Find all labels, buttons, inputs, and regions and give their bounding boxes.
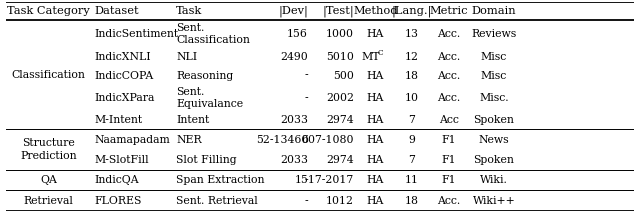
Text: QA: QA — [40, 175, 57, 185]
Text: 5010: 5010 — [326, 52, 354, 62]
Text: Spoken: Spoken — [474, 155, 515, 165]
Text: Domain: Domain — [472, 6, 516, 16]
Text: 607-1080: 607-1080 — [301, 135, 354, 145]
Text: Task: Task — [177, 6, 203, 16]
Text: 1012: 1012 — [326, 196, 354, 206]
Text: Spoken: Spoken — [474, 115, 515, 125]
Text: -: - — [305, 71, 308, 81]
Text: M-SlotFill: M-SlotFill — [95, 155, 150, 165]
Text: Acc.: Acc. — [437, 52, 460, 62]
Text: NER: NER — [177, 135, 202, 145]
Text: 11: 11 — [404, 175, 419, 185]
Text: Wiki.: Wiki. — [480, 175, 508, 185]
Text: -: - — [305, 175, 308, 185]
Text: Intent: Intent — [177, 115, 210, 125]
Text: HA: HA — [367, 29, 384, 39]
Text: 7: 7 — [408, 155, 415, 165]
Text: Naamapadam: Naamapadam — [95, 135, 171, 145]
Text: Dataset: Dataset — [95, 6, 140, 16]
Text: Span Extraction: Span Extraction — [177, 175, 265, 185]
Text: Sent.
Equivalance: Sent. Equivalance — [177, 86, 243, 109]
Text: 156: 156 — [287, 29, 308, 39]
Text: Misc: Misc — [481, 71, 507, 81]
Text: Wiki++: Wiki++ — [473, 196, 515, 206]
Text: 10: 10 — [404, 93, 419, 103]
Text: 2002: 2002 — [326, 93, 354, 103]
Text: Reviews: Reviews — [472, 29, 516, 39]
Text: 2974: 2974 — [326, 115, 354, 125]
Text: 18: 18 — [404, 196, 419, 206]
Text: HA: HA — [367, 93, 384, 103]
Text: MT: MT — [361, 52, 380, 62]
Text: Classification: Classification — [12, 70, 86, 80]
Text: |Test|: |Test| — [322, 6, 354, 17]
Text: 2974: 2974 — [326, 155, 354, 165]
Text: FLORES: FLORES — [95, 196, 142, 206]
Text: Task Category: Task Category — [8, 6, 90, 16]
Text: Acc.: Acc. — [437, 196, 460, 206]
Text: 9: 9 — [408, 135, 415, 145]
Text: Slot Filling: Slot Filling — [177, 155, 237, 165]
Text: -: - — [305, 196, 308, 206]
Text: HA: HA — [367, 196, 384, 206]
Text: HA: HA — [367, 155, 384, 165]
Text: -: - — [305, 93, 308, 103]
Text: Acc.: Acc. — [437, 29, 460, 39]
Text: HA: HA — [367, 175, 384, 185]
Text: Structure
Prediction: Structure Prediction — [20, 138, 77, 161]
Text: Sent.
Classification: Sent. Classification — [177, 23, 250, 45]
Text: Misc.: Misc. — [479, 93, 509, 103]
Text: IndicQA: IndicQA — [95, 175, 140, 185]
Text: 52-13460: 52-13460 — [256, 135, 308, 145]
Text: |Lang.|: |Lang.| — [391, 6, 432, 17]
Text: IndicXNLI: IndicXNLI — [95, 52, 152, 62]
Text: Method: Method — [353, 6, 397, 16]
Text: Metric: Metric — [429, 6, 468, 16]
Text: IndicSentiment: IndicSentiment — [95, 29, 179, 39]
Text: F1: F1 — [441, 175, 456, 185]
Text: F1: F1 — [441, 155, 456, 165]
Text: 2033: 2033 — [280, 115, 308, 125]
Text: Retrieval: Retrieval — [24, 196, 74, 206]
Text: 7: 7 — [408, 115, 415, 125]
Text: IndicCOPA: IndicCOPA — [95, 71, 154, 81]
Text: News: News — [479, 135, 509, 145]
Text: HA: HA — [367, 135, 384, 145]
Text: Misc: Misc — [481, 52, 507, 62]
Text: Acc.: Acc. — [437, 71, 460, 81]
Text: HA: HA — [367, 71, 384, 81]
Text: Acc: Acc — [438, 115, 458, 125]
Text: 1517-2017: 1517-2017 — [294, 175, 354, 185]
Text: 1000: 1000 — [326, 29, 354, 39]
Text: F1: F1 — [441, 135, 456, 145]
Text: 500: 500 — [333, 71, 354, 81]
Text: IndicXPara: IndicXPara — [95, 93, 156, 103]
Text: 18: 18 — [404, 71, 419, 81]
Text: 2490: 2490 — [280, 52, 308, 62]
Text: Sent. Retrieval: Sent. Retrieval — [177, 196, 258, 206]
Text: 12: 12 — [404, 52, 419, 62]
Text: M-Intent: M-Intent — [95, 115, 143, 125]
Text: Acc.: Acc. — [437, 93, 460, 103]
Text: |Dev|: |Dev| — [278, 6, 308, 17]
Text: Reasoning: Reasoning — [177, 71, 234, 81]
Text: NLI: NLI — [177, 52, 198, 62]
Text: 2033: 2033 — [280, 155, 308, 165]
Text: 13: 13 — [404, 29, 419, 39]
Text: C: C — [377, 49, 383, 57]
Text: HA: HA — [367, 115, 384, 125]
